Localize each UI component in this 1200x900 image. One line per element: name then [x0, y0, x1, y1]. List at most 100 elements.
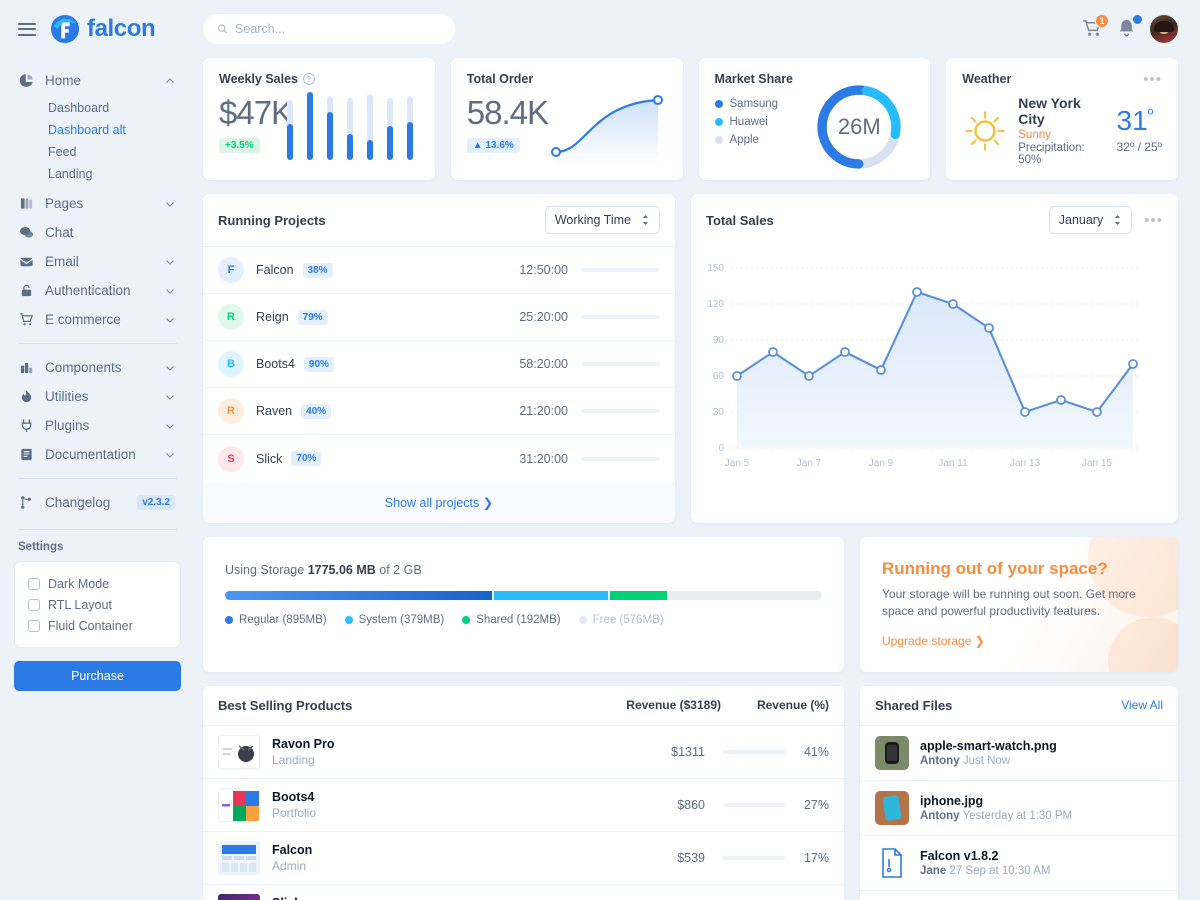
card-header: Running Projects Working Time	[203, 194, 675, 247]
upsell-body: Your storage will be running out soon. G…	[882, 587, 1136, 619]
list-item[interactable]: iphone.jpg Antony Yesterday at 1:30 PM	[860, 781, 1178, 836]
legend-dot	[344, 616, 353, 624]
sidebar-item-label: Pages	[45, 196, 84, 211]
home-pie-icon	[18, 72, 35, 89]
sidebar-item-changelog[interactable]: Changelog v2.3.2	[14, 490, 181, 515]
chevron-down-icon	[166, 288, 174, 294]
table-row[interactable]: Falcon Admin $539 17%	[203, 832, 844, 885]
brand[interactable]: falcon	[50, 14, 156, 44]
checkbox-icon[interactable]	[28, 619, 40, 632]
storage-bar	[225, 591, 822, 600]
project-avatar: R	[218, 304, 244, 330]
upgrade-storage-link[interactable]: Upgrade storage ❯	[882, 633, 985, 648]
svg-text:30: 30	[713, 407, 725, 418]
legend-item: Shared (192MB)	[462, 614, 561, 626]
svg-text:Jan 11: Jan 11	[938, 458, 968, 469]
shopping-cart-icon	[18, 311, 35, 328]
sidebar-item-pages[interactable]: Pages	[14, 191, 181, 216]
ellipsis-icon[interactable]: •••	[1143, 71, 1162, 88]
sidebar-item-label: Components	[45, 360, 122, 375]
storage-segment-regular	[225, 591, 493, 600]
list-item[interactable]: apple-smart-watch.png Antony Just Now	[860, 726, 1178, 781]
sidebar-item-email[interactable]: Email	[14, 249, 181, 274]
sidebar-subitem-landing[interactable]: Landing	[48, 167, 93, 181]
sidebar-subitem-feed[interactable]: Feed	[48, 145, 77, 159]
flame-icon	[18, 388, 35, 405]
sidebar-subitem-dashboard[interactable]: Dashboard	[48, 101, 110, 115]
watch-thumb	[875, 735, 909, 770]
sidebar-item-components[interactable]: Components	[14, 355, 181, 380]
project-row[interactable]: R Reign 79% 25:20:00	[203, 294, 675, 341]
running-projects-title: Running Projects	[218, 212, 326, 228]
topbar: 1	[195, 0, 1200, 58]
email-icon	[18, 253, 35, 270]
table-row[interactable]: Ravon Pro Landing $1311 41%	[203, 726, 844, 779]
month-select[interactable]: January	[1048, 206, 1133, 234]
svg-text:Jan 13: Jan 13	[1010, 458, 1040, 469]
market-share-legend: Samsung Huawei Apple	[714, 98, 915, 146]
weather-city: New York City	[1018, 95, 1081, 127]
upsell-card: Running out of your space? Your storage …	[860, 537, 1178, 672]
donut-center-value: 26M	[837, 114, 881, 139]
slick-thumb	[218, 893, 260, 900]
project-row[interactable]: B Boots4 90% 58:20:00	[203, 341, 675, 388]
project-avatar: R	[218, 398, 244, 424]
purchase-button[interactable]: Purchase	[14, 661, 181, 691]
ellipsis-icon[interactable]: •••	[1144, 211, 1163, 229]
help-icon[interactable]: ?	[303, 73, 315, 85]
checkbox-icon[interactable]	[28, 598, 40, 611]
working-time-select[interactable]: Working Time	[544, 206, 660, 234]
sidebar-item-utilities[interactable]: Utilities	[14, 384, 181, 409]
storage-legend: Regular (895MB) System (379MB) Shared (1…	[225, 614, 822, 626]
shared-files-card: Shared Files View All apple-smart-watch.…	[860, 685, 1178, 900]
setting-fluid-container[interactable]: Fluid Container	[28, 615, 167, 636]
project-row[interactable]: F Falcon 38% 12:50:00	[203, 247, 675, 294]
bell-icon[interactable]	[1116, 14, 1143, 40]
list-item[interactable]: Falcon v1.8.2 Jane 27 Sep at 10:30 AM	[860, 836, 1178, 891]
svg-text:0: 0	[718, 443, 724, 454]
list-item[interactable]: iMac.jpg Rowen 23 Sep at 6:10 PM	[860, 891, 1178, 900]
search-box[interactable]	[203, 14, 455, 44]
sidebar-item-chat[interactable]: Chat	[14, 220, 181, 245]
table-row[interactable]: Boots4 Portfolio $860 27%	[203, 779, 844, 832]
best-selling-title: Best Selling Products	[218, 697, 353, 713]
weather-temp: 31º	[1117, 107, 1162, 135]
market-share-donut: 26M	[812, 80, 906, 179]
file-time: Yesterday at 1:30 PM	[962, 809, 1073, 822]
svg-text:60: 60	[713, 371, 725, 382]
sidebar-item-authentication[interactable]: Authentication	[14, 278, 181, 303]
sidebar-subitem-dashboard-alt[interactable]: Dashboard alt	[48, 123, 126, 137]
setting-rtl-layout[interactable]: RTL Layout	[28, 594, 167, 615]
weather-range: 32º / 25º	[1116, 140, 1162, 154]
table-row[interactable]: Slick Builder $245 8%	[203, 885, 844, 900]
hamburger-menu-icon[interactable]	[18, 22, 36, 36]
sidebar-item-home[interactable]: Home	[14, 68, 181, 93]
market-share-title: Market Share	[714, 72, 794, 86]
product-category: Landing	[272, 752, 315, 767]
weather-temp-unit: º	[1147, 106, 1154, 124]
project-row[interactable]: R Raven 40% 21:20:00	[203, 388, 675, 435]
view-all-link[interactable]: View All	[1121, 698, 1163, 713]
sidebar-item-documentation[interactable]: Documentation	[14, 442, 181, 467]
avatar[interactable]	[1150, 15, 1178, 43]
cart-badge: 1	[1095, 14, 1109, 28]
legend-label: System (379MB)	[358, 614, 445, 626]
legend-label: Huawei	[729, 116, 768, 128]
project-row[interactable]: S Slick 70% 31:20:00	[203, 435, 675, 482]
cart-icon[interactable]: 1	[1082, 14, 1109, 40]
setting-label: Fluid Container	[48, 618, 133, 633]
setting-dark-mode[interactable]: Dark Mode	[28, 573, 167, 594]
show-all-projects-link[interactable]: Show all projects ❯	[203, 482, 675, 523]
sidebar-item-ecommerce[interactable]: E commerce	[14, 307, 181, 332]
checkbox-icon[interactable]	[28, 577, 40, 590]
donut-chart	[817, 85, 901, 169]
search-input[interactable]	[235, 22, 441, 36]
project-name: Boots4	[256, 357, 295, 371]
weather-card: Weather ••• New York City	[946, 58, 1178, 180]
sidebar-item-plugins[interactable]: Plugins	[14, 413, 181, 438]
shared-files-title: Shared Files	[875, 697, 953, 713]
weather-condition: Sunny	[1018, 129, 1051, 141]
svg-text:120: 120	[707, 299, 724, 310]
project-avatar: S	[218, 445, 244, 472]
project-avatar: B	[218, 351, 244, 377]
